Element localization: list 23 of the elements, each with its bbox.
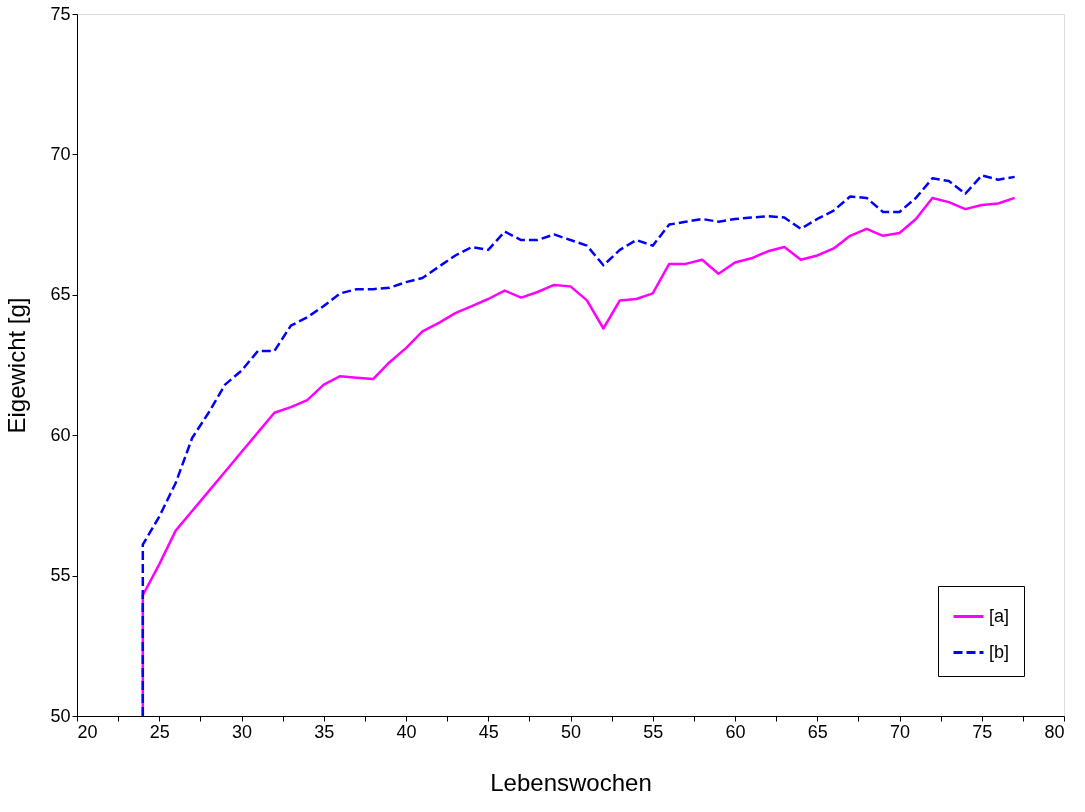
x-tick-label: 25 — [149, 721, 170, 742]
x-tick-label: 40 — [396, 721, 417, 742]
legend-label: [a] — [989, 605, 1010, 626]
y-tick-label: 75 — [50, 3, 71, 24]
y-tick-label: 60 — [50, 424, 71, 445]
x-tick-label: 20 — [77, 721, 98, 742]
x-tick-label: 35 — [314, 721, 335, 742]
y-tick-label: 70 — [50, 143, 71, 164]
y-tick-label: 65 — [50, 284, 71, 305]
y-axis-title: Eigewicht [g] — [3, 297, 31, 434]
x-tick-label: 50 — [560, 721, 582, 742]
y-tick-label: 55 — [50, 565, 71, 586]
legend-label: [b] — [989, 641, 1010, 662]
x-tick-label: 65 — [807, 721, 828, 742]
y-tick-label: 50 — [50, 705, 71, 726]
x-tick-label: 30 — [231, 721, 253, 742]
x-axis-title: Lebenswochen — [490, 768, 652, 796]
x-tick-label: 45 — [478, 721, 499, 742]
x-tick-label: 60 — [725, 721, 746, 742]
x-tick-label: 75 — [972, 721, 993, 742]
x-tick-label: 55 — [643, 721, 664, 742]
x-tick-label: 80 — [1044, 721, 1065, 742]
x-tick-label: 70 — [889, 721, 911, 742]
